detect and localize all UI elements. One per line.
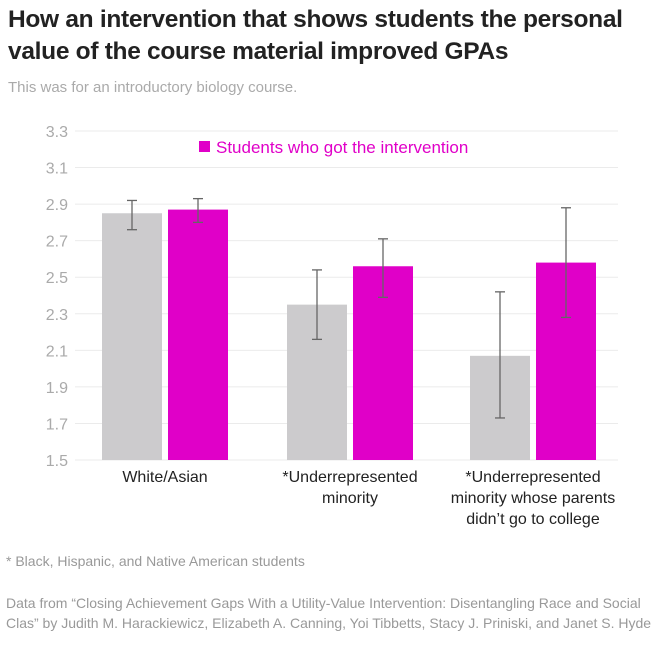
chart-subtitle: This was for an introductory biology cou… — [8, 79, 298, 96]
legend-swatch — [199, 141, 210, 152]
y-tick-label: 2.9 — [46, 197, 68, 214]
y-tick-label: 3.3 — [46, 124, 68, 141]
y-tick-label: 1.5 — [46, 453, 68, 470]
y-tick-label: 2.7 — [46, 234, 68, 251]
bar-chart: 1.5 1.7 1.9 2.1 2.3 2.5 2.7 2.9 3.1 3.3 White/Asia… — [46, 124, 618, 528]
y-tick-label: 2.3 — [46, 307, 68, 324]
source-note: Data from “Closing Achievement Gaps With… — [6, 595, 652, 631]
y-tick-label: 2.1 — [46, 343, 68, 360]
x-category-label: White/Asian — [122, 469, 207, 486]
footnote: * Black, Hispanic, and Native American s… — [6, 553, 305, 569]
bar — [168, 209, 228, 460]
y-tick-label: 2.5 — [46, 270, 68, 287]
y-tick-label: 1.9 — [46, 380, 68, 397]
chart-title: How an intervention that shows students … — [8, 6, 623, 65]
x-category-label: *Underrepresented minority whose parents d… — [451, 469, 616, 528]
x-category-label: *Underrepresented minority — [282, 469, 417, 507]
legend-label: Students who got the intervention — [216, 138, 468, 157]
x-category-label-line: *Underrepresented — [282, 469, 417, 486]
x-category-label-line: didn’t go to college — [466, 511, 600, 528]
x-category-label-line: minority — [322, 490, 378, 507]
y-tick-label: 1.7 — [46, 416, 68, 433]
bar — [353, 266, 413, 460]
bar — [102, 213, 162, 460]
x-category-label-line: minority whose parents — [451, 490, 616, 507]
x-category-label-line: White/Asian — [122, 469, 207, 486]
x-category-label-line: *Underrepresented — [465, 469, 600, 486]
y-tick-label: 3.1 — [46, 161, 68, 178]
